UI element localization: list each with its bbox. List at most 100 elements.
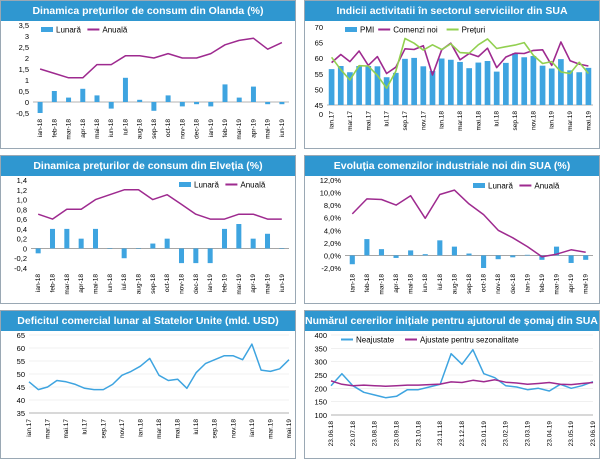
bar (457, 61, 463, 105)
y-tick-label: -2,0% (321, 264, 341, 273)
chart-title: Indicii activitatii în sectorul servicii… (305, 1, 599, 21)
legend-label: Lunară (488, 182, 513, 191)
bar (328, 69, 335, 105)
y-tick-label: 50 (315, 85, 323, 94)
legend-item: Anuală (225, 181, 266, 190)
legend-label: Lunară (194, 181, 219, 190)
bar (35, 248, 41, 254)
x-tick-label: iun-19 (279, 119, 286, 137)
x-tick-label: mar-19 (236, 274, 243, 295)
bar (530, 56, 537, 105)
x-tick-label: iun-18 (107, 274, 114, 292)
legend-label: Prețuri (462, 26, 486, 35)
x-tick-label: mar.17 (45, 419, 52, 439)
bar (553, 246, 560, 256)
legend-label: Anuală (240, 181, 265, 190)
y-tick-label: 55 (17, 357, 25, 366)
x-tick-label: 23.12.18 (459, 421, 466, 447)
bar (548, 68, 555, 105)
x-tick-label: iun-18 (108, 119, 115, 137)
y-tick-label: 100 (314, 411, 327, 420)
y-tick-label: 45 (17, 383, 25, 392)
bar (279, 248, 285, 249)
x-tick-label: mai-18 (93, 274, 100, 294)
x-tick-label: iun-19 (279, 274, 286, 292)
x-tick-label: mai.18 (175, 419, 182, 439)
x-tick-label: mai-18 (408, 274, 415, 294)
bar (135, 248, 142, 249)
bar (466, 253, 472, 256)
bar (150, 243, 156, 249)
legend-label: Neajustate (356, 336, 395, 345)
x-tick-label: mai.19 (286, 419, 293, 439)
bar (539, 65, 546, 105)
x-tick-label: dec-18 (194, 119, 201, 139)
bar (585, 67, 592, 105)
x-tick-label: mai-19 (265, 274, 272, 294)
bar (78, 238, 84, 249)
series-line (351, 189, 586, 258)
x-tick-label: aug-18 (136, 274, 143, 295)
bar (393, 255, 399, 258)
x-tick-label: sep-18 (150, 274, 157, 294)
bar (539, 255, 545, 260)
x-tick-label: mar-18 (64, 274, 71, 295)
x-tick-label: nov-18 (179, 274, 186, 294)
bar (236, 97, 242, 102)
chart-sua-servicii: 45 50 55 60 65 70 0 ian.17 mar.17 mai.17 iul.17 sep… (315, 23, 593, 131)
panel-sua-deficit: Deficitul comercial lunar al Statelor Un… (0, 310, 296, 459)
bar (374, 66, 381, 105)
bar (568, 255, 574, 263)
bar (484, 61, 491, 105)
y-tick-label: 0,4 (17, 225, 27, 234)
bar (365, 66, 372, 105)
x-tick-label: mar-18 (378, 274, 385, 295)
x-tick-label: mar.19 (567, 111, 574, 131)
bar (503, 62, 509, 105)
x-tick-label: ian.17 (26, 419, 33, 437)
x-tick-label: 23.03.19 (525, 421, 532, 447)
legend-item: Ajustate pentru sezonalitate (405, 336, 519, 345)
bar (279, 102, 285, 105)
y-tick-label: 1,0 (17, 196, 27, 205)
x-tick-label: apr-19 (568, 274, 575, 293)
bar (510, 255, 516, 258)
y-tick-label: 300 (314, 358, 327, 367)
y-tick-label: 250 (314, 371, 327, 380)
y-tick-label: 60 (315, 54, 323, 63)
x-tick-label: iul.17 (384, 111, 391, 127)
x-tick-label: 23.01.19 (481, 421, 488, 447)
y-tick-label: 3,5 (19, 21, 29, 30)
x-tick-label: mai.19 (585, 111, 592, 131)
legend-item: Prețuri (446, 26, 486, 35)
x-tick-label: feb-18 (364, 274, 371, 293)
x-tick-label: mar.17 (347, 111, 354, 131)
legend-swatch (41, 27, 53, 32)
y-tick-label: 2,0% (324, 239, 341, 248)
y-tick-label: 0,8 (17, 205, 27, 214)
x-tick-label: nov.18 (530, 111, 537, 130)
y-tick-label: 350 (314, 344, 327, 353)
x-tick-label: 23.08.18 (372, 421, 379, 447)
y-tick-label: 10,0% (320, 189, 342, 198)
legend-item: Anuală (87, 26, 128, 35)
legend-item: PMI (345, 26, 374, 35)
legend-label: Ajustate pentru sezonalitate (420, 336, 519, 345)
bar (208, 102, 214, 107)
x-tick-label: 23.11.18 (437, 421, 444, 446)
y-tick-label: 35 (17, 409, 25, 418)
x-tick-label: feb-18 (51, 119, 58, 138)
series-line (39, 37, 283, 79)
x-tick-label: iun-18 (422, 274, 429, 292)
chart-olanda-cpi: -0,5 0 0,5 1 1,5 2 2,5 3 3,5 ian-18 feb-18 mar-18 ap… (16, 21, 289, 140)
bar (408, 250, 414, 256)
x-tick-label: 23.06.19 (590, 421, 597, 447)
x-tick-label: iul.18 (193, 419, 200, 435)
panel-sua-servicii: Indicii activitatii în sectorul servicii… (304, 0, 600, 149)
bar (481, 255, 487, 268)
x-tick-label: nov-18 (179, 119, 186, 139)
bar (402, 58, 408, 105)
x-tick-label: mai-19 (583, 274, 590, 294)
x-tick-label: sep-18 (466, 274, 473, 294)
x-tick-label: aug-18 (451, 274, 458, 295)
